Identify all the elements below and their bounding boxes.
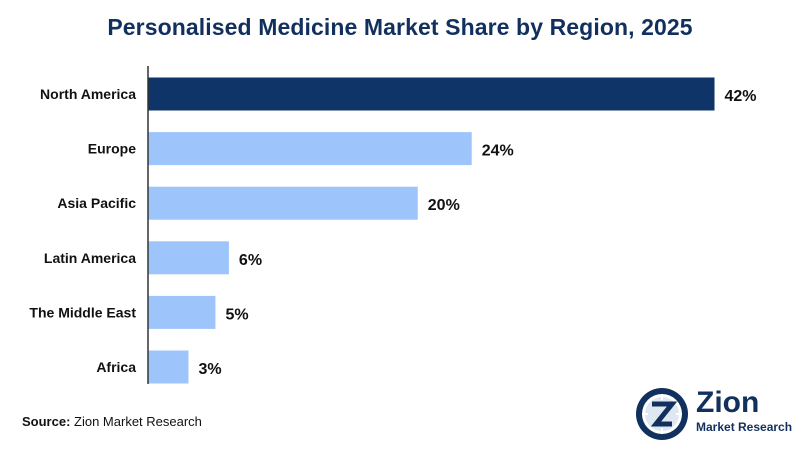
bar (148, 350, 189, 384)
chart-title: Personalised Medicine Market Share by Re… (107, 14, 693, 40)
logo-subtitle: Market Research (696, 420, 793, 434)
bar (148, 241, 229, 275)
source-text: Zion Market Research (74, 414, 202, 429)
value-label: 42% (725, 88, 757, 105)
category-label: Asia Pacific (57, 195, 136, 211)
category-label: The Middle East (29, 304, 136, 320)
zion-emblem-icon (636, 388, 688, 440)
bar (148, 186, 418, 220)
source-label: Source: (22, 414, 71, 429)
category-label: Europe (88, 141, 136, 157)
logo-wordmark: Zion (696, 386, 760, 419)
value-label: 3% (198, 361, 221, 378)
value-label: 24% (482, 143, 514, 160)
zion-logo: Zion Market Research (634, 386, 794, 442)
source-note: Source: Zion Market Research (22, 414, 202, 429)
value-label: 5% (225, 306, 248, 323)
bar (148, 295, 216, 329)
bar (148, 132, 472, 166)
bar (148, 77, 715, 111)
category-label: Latin America (44, 250, 136, 266)
value-label: 20% (428, 197, 460, 214)
category-label: North America (40, 86, 136, 102)
category-label: Africa (96, 359, 136, 375)
value-label: 6% (239, 252, 262, 269)
